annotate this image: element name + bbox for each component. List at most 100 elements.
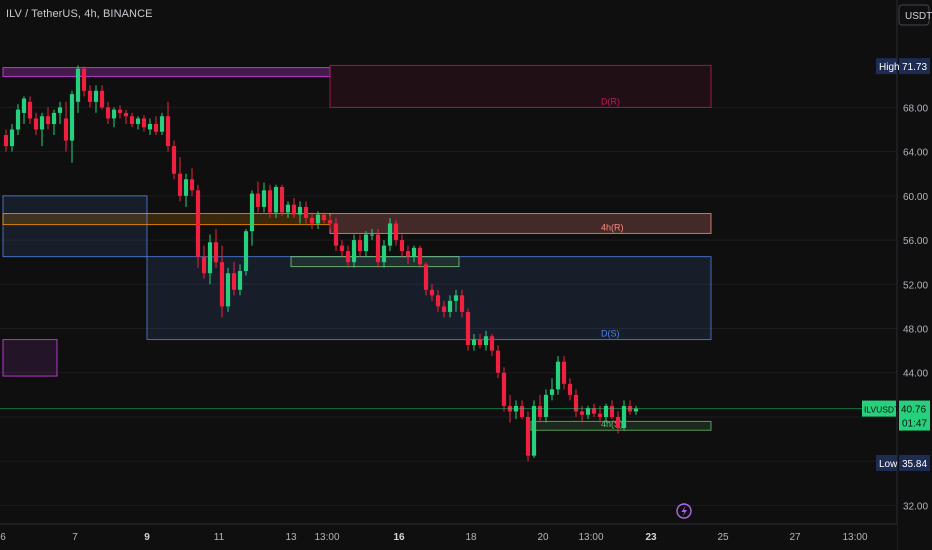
- candle-body: [327, 220, 333, 224]
- candle-body: [249, 193, 255, 232]
- candle-body: [585, 408, 591, 415]
- candle-body: [129, 116, 135, 124]
- candle-body: [201, 256, 207, 274]
- candle-body: [369, 234, 375, 236]
- candle-body: [489, 336, 495, 351]
- zone-box: [2, 67, 331, 77]
- chart-title: ILV / TetherUS, 4h, BINANCE: [6, 8, 153, 20]
- candle-body: [411, 247, 417, 257]
- x-tick-label: 13:00: [578, 532, 603, 543]
- time-axis: [0, 524, 897, 550]
- zone-box: [2, 339, 58, 377]
- price-tag-symbol: [862, 400, 896, 417]
- x-tick-label: 16: [393, 532, 405, 543]
- candle-body: [339, 245, 345, 252]
- candle-body: [33, 118, 39, 130]
- y-tick-label: 60.00: [903, 192, 928, 203]
- x-tick-label: 7: [72, 532, 78, 543]
- price-tag-label: High: [879, 62, 900, 73]
- candle-body: [531, 405, 537, 456]
- x-tick-label: 25: [717, 532, 729, 543]
- candle-body: [231, 273, 237, 290]
- candle-body: [435, 295, 441, 307]
- candle-body: [237, 271, 243, 290]
- y-tick-label: 44.00: [903, 369, 928, 380]
- candle-body: [153, 123, 159, 132]
- candle-body: [9, 129, 15, 147]
- candle-body: [609, 405, 615, 417]
- price-tag-value-text: 40.76: [901, 405, 926, 416]
- candle-body: [501, 372, 507, 406]
- candle-body: [477, 339, 483, 346]
- candle-body: [441, 306, 447, 312]
- candle-body: [15, 109, 21, 130]
- candle-body: [387, 223, 393, 246]
- zone-label: D(R): [601, 96, 620, 106]
- candle-body: [69, 94, 75, 141]
- candle-body: [261, 190, 267, 207]
- candle-body: [447, 300, 453, 312]
- candle-body: [519, 405, 525, 417]
- candle-body: [63, 118, 69, 141]
- price-tag-value: [899, 400, 930, 431]
- candle-body: [297, 206, 303, 215]
- candle-body: [3, 135, 9, 147]
- candle-body: [333, 223, 339, 246]
- candle-body: [393, 223, 399, 241]
- currency-button[interactable]: [898, 4, 930, 26]
- lightning-icon[interactable]: [676, 503, 692, 519]
- x-tick-label: 13: [285, 532, 297, 543]
- price-tag-label-box: [876, 58, 897, 75]
- candle-body: [615, 416, 621, 429]
- x-tick-label: 6: [0, 532, 6, 543]
- price-tag-label: Low: [879, 459, 898, 470]
- candle-body: [99, 90, 105, 108]
- candle-body: [87, 90, 93, 102]
- y-tick-label: 48.00: [903, 325, 928, 336]
- candle-body: [135, 118, 141, 124]
- candle-body: [555, 361, 561, 390]
- candle-body: [219, 262, 225, 307]
- zone-label: D(S): [601, 329, 620, 339]
- candle-body: [177, 173, 183, 196]
- candle-body: [141, 118, 147, 128]
- candle-body: [363, 234, 369, 252]
- candle-body: [27, 101, 33, 119]
- candle-body: [159, 116, 165, 132]
- y-tick-label: 56.00: [903, 236, 928, 247]
- lightning-bolt: [681, 506, 687, 517]
- zone-box: [146, 256, 712, 341]
- candle-body: [243, 231, 249, 272]
- candle-body: [543, 394, 549, 417]
- zone-label: 4h(R): [601, 222, 624, 232]
- candle-body: [405, 251, 411, 257]
- zone-box: [530, 420, 712, 431]
- candle-body: [147, 123, 153, 130]
- candle-body: [381, 245, 387, 263]
- candle-body: [93, 90, 99, 102]
- candle-body: [357, 240, 363, 252]
- zone-box: [290, 256, 460, 268]
- zone-box: [2, 195, 148, 258]
- candle-body: [207, 242, 213, 274]
- currency-label: USDT: [905, 11, 932, 22]
- candle-body: [471, 339, 477, 346]
- candle-body: [81, 68, 87, 91]
- candle-body: [465, 311, 471, 346]
- candle-body: [213, 242, 219, 263]
- y-tick-label: 32.00: [903, 501, 928, 512]
- candle-body: [285, 204, 291, 213]
- candle-body: [117, 109, 123, 113]
- x-tick-label: 9: [144, 532, 150, 543]
- candle-body: [309, 217, 315, 224]
- candle-body: [561, 361, 567, 384]
- candle-body: [621, 405, 627, 429]
- x-tick-label: 13:00: [842, 532, 867, 543]
- x-tick-label: 20: [537, 532, 549, 543]
- price-countdown-text: 01:47: [902, 419, 927, 430]
- candle-body: [537, 405, 543, 417]
- candle-body: [273, 186, 279, 213]
- candle-body: [315, 214, 321, 224]
- x-tick-label: 11: [214, 532, 225, 543]
